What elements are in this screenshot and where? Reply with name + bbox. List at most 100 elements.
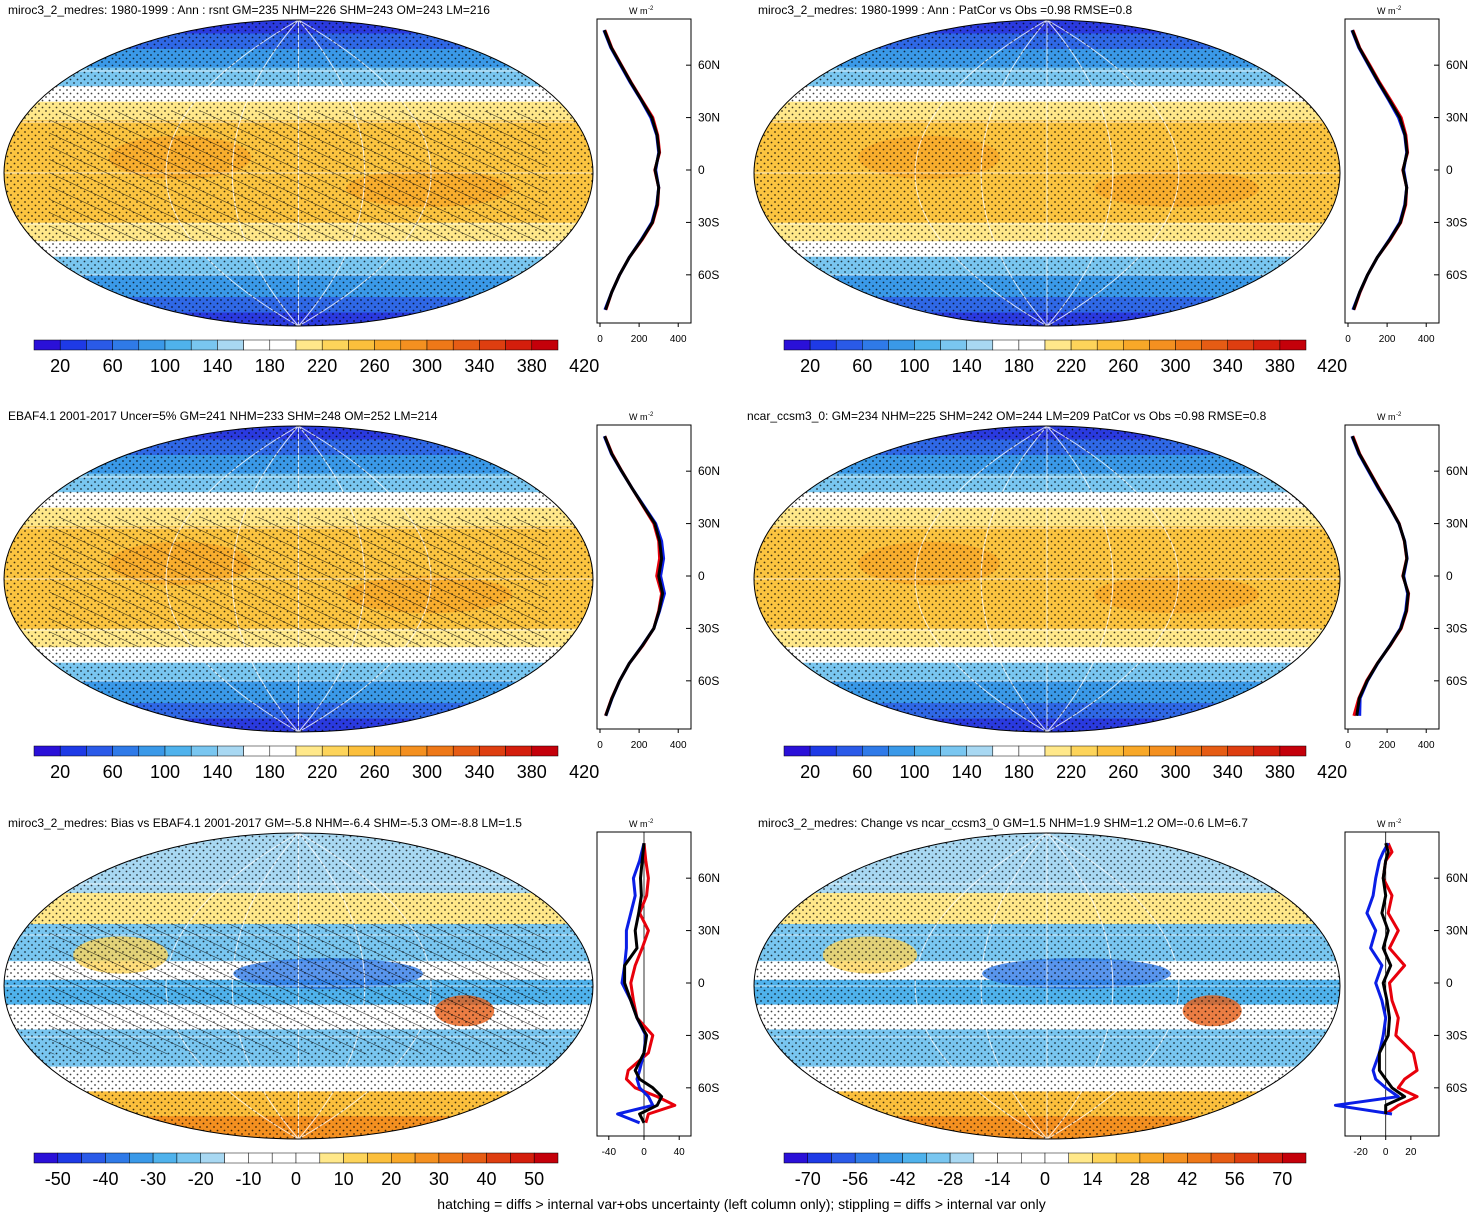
colorbar-swatch [531,339,559,351]
colorbar-label: 140 [952,356,982,376]
colorbar-label: 70 [1272,1169,1292,1189]
lat-tick-label: 0 [1446,163,1453,177]
colorbar-label: 180 [1004,762,1034,782]
colorbar-label: 340 [464,356,494,376]
colorbar-swatch [367,1152,392,1164]
stippling [754,20,1340,326]
colorbar-swatch [854,1152,880,1164]
profile-units-exponent: -2 [648,819,654,825]
lat-tick-label: 0 [1446,976,1453,990]
colorbar-swatch [105,1152,130,1164]
colorbar-swatch [321,339,349,351]
colorbar-label: 100 [899,356,929,376]
map-outline [753,425,1341,733]
colorbar-label: 100 [150,356,180,376]
profile-frame [596,18,692,324]
colorbar-swatch [1282,1152,1307,1164]
profile-frame [1344,424,1440,730]
lat-tick-label: 60S [698,1081,719,1095]
colorbar-swatch [940,745,967,757]
colorbar-label: 220 [307,356,337,376]
lat-tick-label: 0 [698,569,705,583]
colorbar-swatch [479,339,506,351]
lat-tick-label: 60N [1446,464,1468,478]
colorbar-swatch [295,1152,321,1164]
profile-line-black [1377,842,1407,1114]
world-map [753,832,1341,1140]
colorbar-label: 340 [1213,356,1243,376]
colorbar-label: 60 [852,356,872,376]
colorbar-label: 60 [103,356,123,376]
profile-x-tick-label: 200 [1379,334,1396,345]
colorbar-swatch [164,745,192,757]
colorbar-label: -20 [188,1169,214,1189]
colorbar-swatch [138,339,166,351]
colorbar-swatch [59,339,87,351]
colorbar-swatch [973,1152,998,1164]
colorbar-swatch [452,339,480,351]
lat-tick-label: 60S [698,674,719,688]
profile-units: W m [629,6,648,16]
colorbar-swatch [1253,339,1281,351]
colorbar-label: 40 [477,1169,497,1189]
colorbar-swatch [112,745,140,757]
colorbar-swatch [271,1152,297,1164]
colorbar-swatch [1149,745,1176,757]
colorbar-swatch [86,339,113,351]
lat-tick-label: 0 [1446,569,1453,583]
colorbar-swatch [940,339,967,351]
colorbar-label: 300 [412,762,442,782]
colorbar-label: 220 [1056,356,1086,376]
panel-title: miroc3_2_medres: 1980-1999 : Ann : PatCo… [758,3,1133,17]
colorbar-swatch [783,339,811,351]
colorbar-swatch [129,1152,154,1164]
colorbar-label: 380 [1265,762,1295,782]
colorbar-swatch [992,745,1020,757]
world-map [753,425,1341,733]
profile-units-exponent: -2 [648,412,654,418]
lat-tick-label: 30S [1446,621,1467,635]
lat-tick-label: 30N [1446,111,1468,125]
colorbar-swatch [217,745,244,757]
colorbar-label: -42 [890,1169,916,1189]
colorbar-label: 0 [291,1169,301,1189]
colorbar-swatch [1253,745,1281,757]
lat-tick-label: 60S [1446,1081,1467,1095]
colorbar-label: 260 [360,356,390,376]
colorbar-label: 260 [1108,762,1138,782]
colorbar-swatch [479,745,506,757]
lat-tick-label: 30S [698,215,719,229]
hatching [49,111,548,242]
colorbar-swatch [243,745,271,757]
colorbar-swatch [862,339,889,351]
profile-x-tick-label: 0 [597,334,603,345]
colorbar-label: 300 [412,356,442,376]
colorbar-swatch [1070,745,1098,757]
colorbar-label: 20 [800,762,820,782]
colorbar: -50 -40 -30 -20 -10 0 10 20 30 40 50 [33,1152,559,1189]
profile-units-exponent: -2 [648,6,654,12]
profile-x-tick-label: 20 [1405,1147,1417,1158]
profile-line-black [602,29,661,311]
profile-x-tick-label: 400 [1418,740,1435,751]
colorbar-label: 140 [202,762,232,782]
colorbar-label: 380 [517,356,547,376]
colorbar-swatch [33,745,61,757]
colorbar-swatch [807,1152,832,1164]
profile-x-tick-label: 0 [641,1147,647,1158]
colorbar-swatch [902,1152,927,1164]
colorbar-label: 10 [334,1169,354,1189]
colorbar-swatch [414,1152,440,1164]
colorbar-swatch [862,745,889,757]
lat-tick-label: 30N [698,517,720,531]
world-map [3,425,594,733]
colorbar-swatch [1021,1152,1046,1164]
colorbar-swatch [1092,1152,1117,1164]
colorbar-label: 220 [307,762,337,782]
profile-x-tick-label: 200 [631,740,648,751]
colorbar-label: 100 [899,762,929,782]
lat-tick-label: 30S [698,621,719,635]
colorbar-swatch [348,339,375,351]
colorbar-label: 20 [381,1169,401,1189]
profile-units: W m [1377,412,1396,422]
